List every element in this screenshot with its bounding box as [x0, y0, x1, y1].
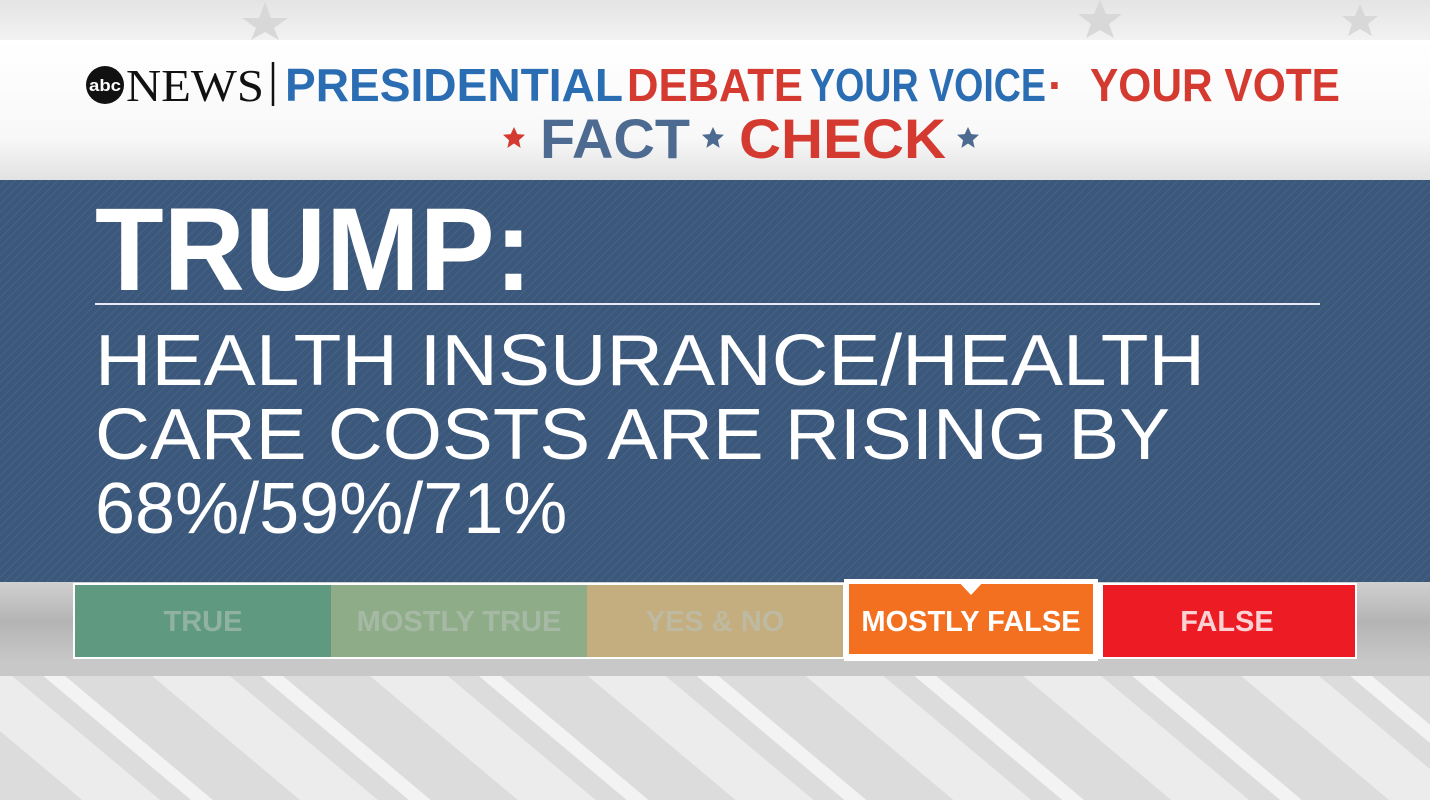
- rating-label: MOSTLY TRUE: [357, 606, 562, 638]
- subtitle-part2: CHECK: [739, 107, 946, 170]
- rating-option: FALSE: [1103, 585, 1355, 657]
- rating-option: MOSTLY TRUE: [331, 585, 587, 657]
- claim-line: HEALTH INSURANCE/HEALTH: [95, 321, 1205, 401]
- rating-shadow: [0, 660, 1430, 680]
- tagline-separator: ·: [1048, 59, 1063, 111]
- logo-text: abc: [89, 76, 121, 95]
- rating-label: MOSTLY FALSE: [861, 606, 1080, 638]
- rating-label: YES & NO: [646, 606, 785, 638]
- rating-box: [849, 584, 1093, 654]
- rating-box: [331, 585, 587, 657]
- rating-box: [1103, 585, 1355, 657]
- logo-circle: [86, 66, 124, 104]
- star: [957, 127, 979, 148]
- tagline-part2: YOUR VOTE: [1090, 59, 1340, 111]
- claim-line: CARE COSTS ARE RISING BY: [95, 395, 1170, 475]
- star: [503, 127, 525, 148]
- title-part2: DEBATE: [627, 59, 803, 111]
- rating-option: MOSTLY FALSE: [844, 579, 1098, 661]
- rating-option: TRUE: [75, 585, 331, 657]
- brand: NEWS: [126, 60, 264, 111]
- rating-box: [587, 585, 843, 657]
- backdrop-stars: [242, 0, 1378, 40]
- subtitle-part1: FACT: [540, 107, 690, 170]
- header-band: [0, 40, 1430, 180]
- top-backdrop: [0, 0, 1430, 40]
- rating-scale: TRUE MOSTLY TRUE YES & NO MOSTLY FALSE FALSE: [73, 579, 1357, 661]
- rating-label: TRUE: [164, 606, 243, 638]
- rating-label: FALSE: [1180, 606, 1273, 638]
- rating-box: [75, 585, 331, 657]
- tagline-part1: YOUR VOICE: [810, 59, 1046, 111]
- title-part1: PRESIDENTIAL: [285, 59, 623, 111]
- rating-pointer: [956, 579, 986, 595]
- rating-option: YES & NO: [587, 585, 843, 657]
- bottom-backdrop: [0, 676, 1430, 800]
- speaker: TRUMP:: [95, 184, 532, 316]
- claim-panel: [0, 180, 1430, 582]
- star: [702, 127, 724, 148]
- claim-line: 68%/59%/71%: [95, 469, 567, 549]
